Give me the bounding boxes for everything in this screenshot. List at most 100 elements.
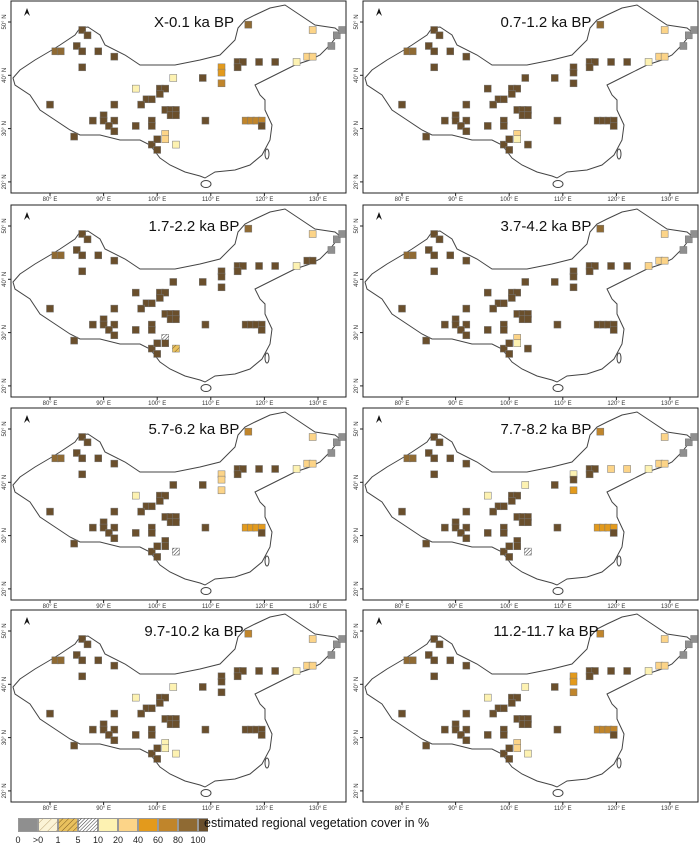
vegetation-cell bbox=[508, 497, 516, 505]
vegetation-cell bbox=[56, 251, 65, 260]
vegetation-cell bbox=[78, 454, 86, 463]
vegetation-cell bbox=[660, 433, 669, 441]
x-tick-label: 110° E bbox=[554, 401, 572, 407]
vegetation-cell bbox=[172, 749, 180, 758]
vegetation-cell bbox=[137, 709, 145, 718]
x-tick-label: 80° E bbox=[395, 401, 410, 407]
vegetation-cell bbox=[484, 326, 492, 334]
map-frame bbox=[362, 609, 699, 803]
vegetation-cell bbox=[551, 278, 559, 286]
vegetation-cell bbox=[569, 475, 578, 484]
vegetation-cell bbox=[132, 288, 140, 297]
x-tick-label: 80° E bbox=[395, 604, 410, 610]
vegetation-cell bbox=[513, 339, 521, 348]
vegetation-cell bbox=[148, 749, 156, 758]
vegetation-cell bbox=[308, 635, 317, 643]
vegetation-cell bbox=[457, 731, 465, 739]
vegetation-cell bbox=[148, 344, 156, 353]
vegetation-cell bbox=[156, 294, 164, 302]
vegetation-cell bbox=[78, 635, 86, 643]
vegetation-cell bbox=[56, 656, 65, 665]
y-tick-label: 50° N bbox=[354, 14, 360, 29]
vegetation-cell bbox=[99, 320, 108, 329]
vegetation-cell bbox=[99, 523, 108, 532]
vegetation-cell bbox=[199, 683, 207, 691]
x-tick-label: 120° E bbox=[607, 401, 625, 407]
y-tick-label: 50° N bbox=[354, 218, 360, 233]
vegetation-cell bbox=[425, 651, 433, 659]
y-tick-label: 30° N bbox=[354, 528, 360, 543]
vegetation-cell bbox=[148, 95, 156, 104]
vegetation-cell bbox=[513, 744, 521, 753]
vegetation-cell bbox=[489, 709, 497, 718]
vegetation-cell bbox=[430, 251, 438, 260]
vegetation-cell bbox=[462, 523, 471, 532]
vegetation-cell bbox=[484, 693, 492, 702]
x-tick-label: 130° E bbox=[309, 401, 327, 407]
x-tick-label: 90° E bbox=[96, 604, 111, 610]
legend-box bbox=[198, 818, 208, 832]
y-tick-label: 30° N bbox=[354, 730, 360, 745]
vegetation-cell bbox=[257, 529, 266, 537]
x-tick-label: 100° E bbox=[500, 604, 518, 610]
vegetation-cell bbox=[690, 230, 698, 238]
vegetation-cell bbox=[430, 656, 438, 665]
vegetation-cell bbox=[201, 725, 210, 734]
vegetation-cell bbox=[271, 58, 279, 66]
panel-title: 11.2-11.7 ka BP bbox=[493, 623, 599, 640]
vegetation-cell bbox=[685, 438, 693, 447]
vegetation-cell bbox=[239, 58, 247, 66]
vegetation-cell bbox=[172, 111, 180, 120]
map-panel: 80° E 90° E 100° E 110° E 120° E 130° E 50° N 4… bbox=[0, 204, 348, 407]
vegetation-cell bbox=[505, 146, 513, 154]
y-tick-label: 20° N bbox=[2, 378, 8, 393]
vegetation-cell bbox=[161, 491, 169, 500]
vegetation-cell bbox=[521, 74, 530, 82]
y-tick-label: 20° N bbox=[2, 783, 8, 798]
y-tick-label: 40° N bbox=[354, 68, 360, 83]
vegetation-cell bbox=[70, 539, 78, 548]
vegetation-cell bbox=[244, 224, 253, 233]
vegetation-cell bbox=[609, 122, 618, 130]
vegetation-cell bbox=[551, 683, 559, 691]
north-arrow-icon bbox=[24, 617, 30, 625]
legend-box bbox=[118, 818, 138, 832]
map-svg: 80° E 90° E 100° E 110° E 120° E 130° E 50° N 4… bbox=[2, 204, 347, 407]
vegetation-cell bbox=[327, 449, 336, 457]
vegetation-cell bbox=[110, 523, 119, 532]
vegetation-cell bbox=[553, 320, 562, 329]
map-svg: 80° E 90° E 100° E 110° E 120° E 130° E 50° N 4… bbox=[354, 204, 699, 407]
vegetation-cell bbox=[446, 454, 454, 463]
vegetation-cell bbox=[110, 320, 119, 329]
vegetation-cell bbox=[148, 326, 156, 334]
x-tick-label: 100° E bbox=[500, 806, 518, 812]
taiwan-outline bbox=[616, 352, 622, 364]
vegetation-cell bbox=[308, 661, 317, 670]
vegetation-cell bbox=[660, 230, 669, 238]
x-tick-label: 80° E bbox=[43, 806, 58, 812]
vegetation-cell bbox=[607, 58, 615, 66]
vegetation-cell bbox=[462, 709, 471, 718]
vegetation-cell bbox=[292, 262, 301, 270]
x-tick-label: 100° E bbox=[500, 197, 518, 203]
vegetation-cell bbox=[569, 283, 578, 292]
vegetation-cell bbox=[99, 725, 108, 734]
y-tick-label: 30° N bbox=[354, 121, 360, 136]
vegetation-cell bbox=[271, 465, 279, 473]
vegetation-cell bbox=[153, 350, 161, 358]
vegetation-cell bbox=[591, 58, 599, 66]
vegetation-cell bbox=[513, 542, 521, 551]
map-svg: 80° E 90° E 100° E 110° E 120° E 130° E 50° N 4… bbox=[354, 407, 699, 610]
vegetation-cell bbox=[333, 640, 341, 649]
vegetation-cell bbox=[217, 486, 226, 495]
vegetation-cell bbox=[505, 135, 513, 144]
vegetation-cell bbox=[524, 518, 532, 527]
vegetation-cell bbox=[513, 693, 521, 702]
x-tick-label: 130° E bbox=[309, 197, 327, 203]
vegetation-cell bbox=[156, 90, 164, 98]
vegetation-cell bbox=[430, 470, 438, 479]
vegetation-cell bbox=[500, 95, 508, 104]
vegetation-cell bbox=[462, 256, 471, 265]
vegetation-cell bbox=[110, 459, 119, 468]
vegetation-cell bbox=[609, 326, 618, 334]
